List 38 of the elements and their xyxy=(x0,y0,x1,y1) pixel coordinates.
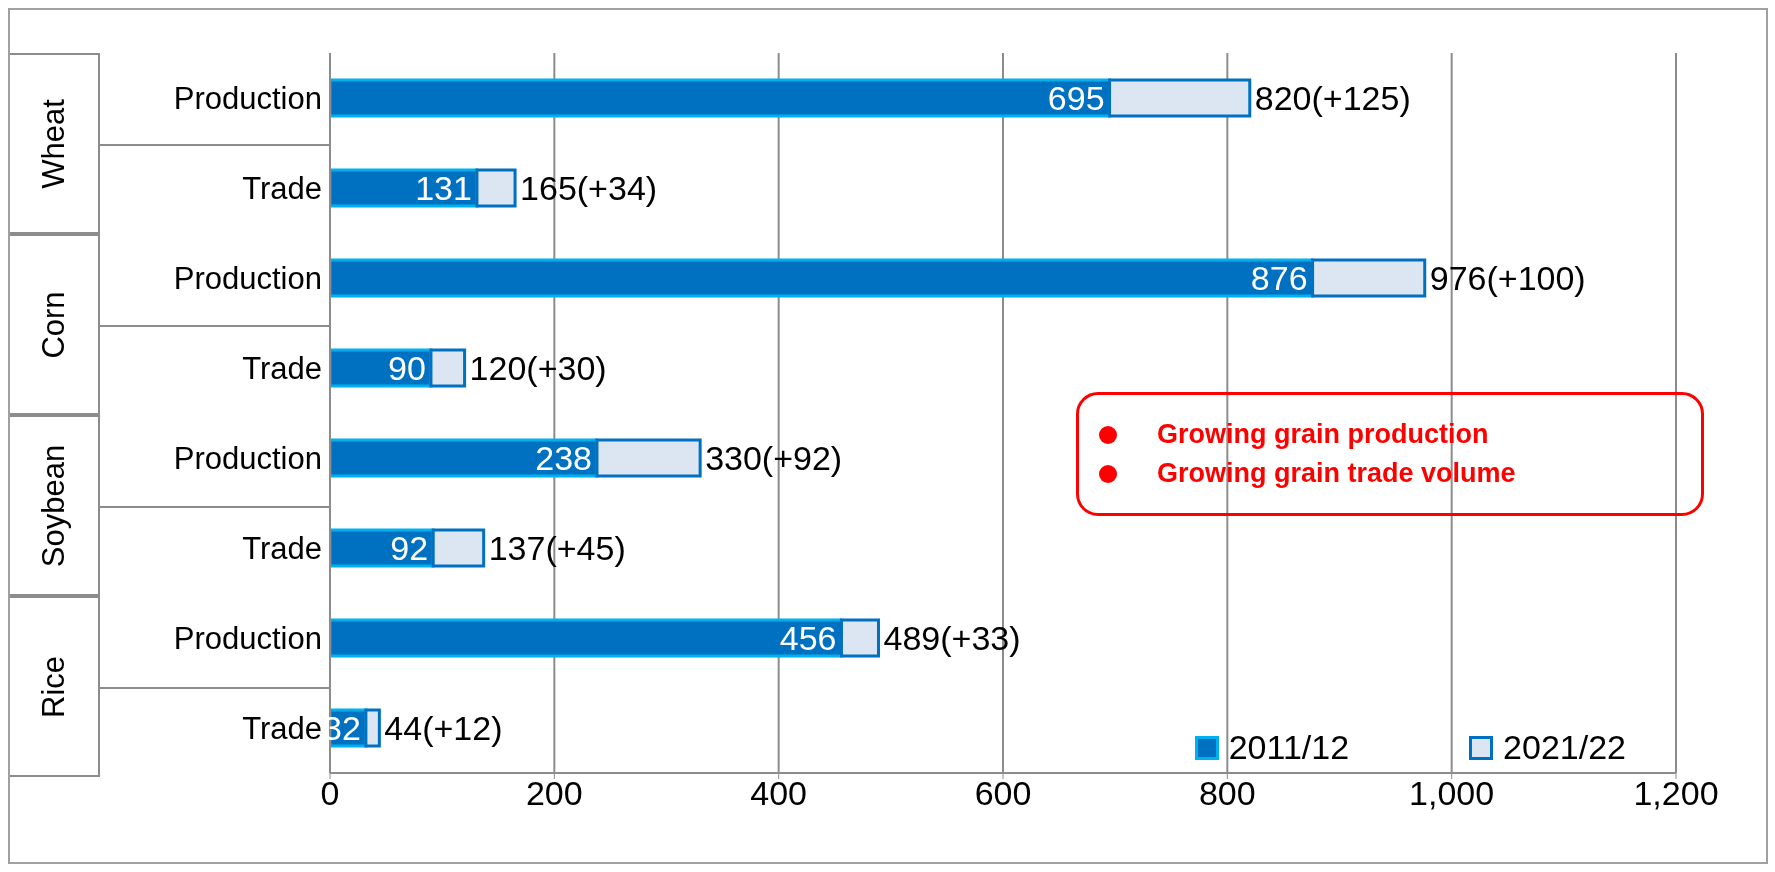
y-tick-label: Production xyxy=(173,441,322,477)
text: Soybean xyxy=(36,444,72,567)
x-tick-label: 400 xyxy=(750,774,808,813)
data-label: 92 xyxy=(390,529,429,568)
data-label: 120(+30) xyxy=(469,349,607,388)
data-label: 330(+92) xyxy=(705,439,843,478)
text: Rice xyxy=(35,655,72,718)
data-label: 238 xyxy=(535,439,592,478)
y-tick-label: Production xyxy=(173,621,322,657)
data-label: 976(+100) xyxy=(1429,259,1586,298)
data-label: 137(+45) xyxy=(488,529,626,568)
data-label: 165(+34) xyxy=(520,169,658,208)
annotation: Growing grain production xyxy=(1157,419,1489,450)
legend-label: 2021/22 xyxy=(1502,728,1626,767)
data-label: 456 xyxy=(779,619,837,658)
x-tick-label: 200 xyxy=(525,774,583,813)
y-tick-label: Trade xyxy=(242,531,322,567)
data-label: 44(+12) xyxy=(384,709,503,748)
data-label: 131 xyxy=(415,169,472,208)
x-tick-label: 800 xyxy=(1198,774,1256,813)
x-tick-label: 600 xyxy=(974,774,1032,813)
data-label: 90 xyxy=(388,349,426,388)
y-tick-label: Trade xyxy=(242,351,322,387)
data-label: 489(+33) xyxy=(883,619,1021,658)
y-tick-label: Production xyxy=(173,261,322,297)
x-tick-label: 0 xyxy=(320,774,340,813)
text: Corn xyxy=(35,290,72,359)
annotation: Growing grain trade volume xyxy=(1157,458,1516,489)
data-label: 695 xyxy=(1047,79,1105,118)
y-tick-label: Trade xyxy=(242,171,322,207)
x-tick-label: 1,200 xyxy=(1633,774,1719,813)
y-tick-label: Trade xyxy=(242,711,322,747)
x-tick-label: 1,000 xyxy=(1409,774,1495,813)
data-label: 820(+125) xyxy=(1254,79,1411,118)
y-tick-label: Production xyxy=(173,81,322,116)
legend-label: 2011/12 xyxy=(1227,728,1350,767)
data-label: 876 xyxy=(1250,259,1308,298)
text: Wheat xyxy=(36,98,72,189)
